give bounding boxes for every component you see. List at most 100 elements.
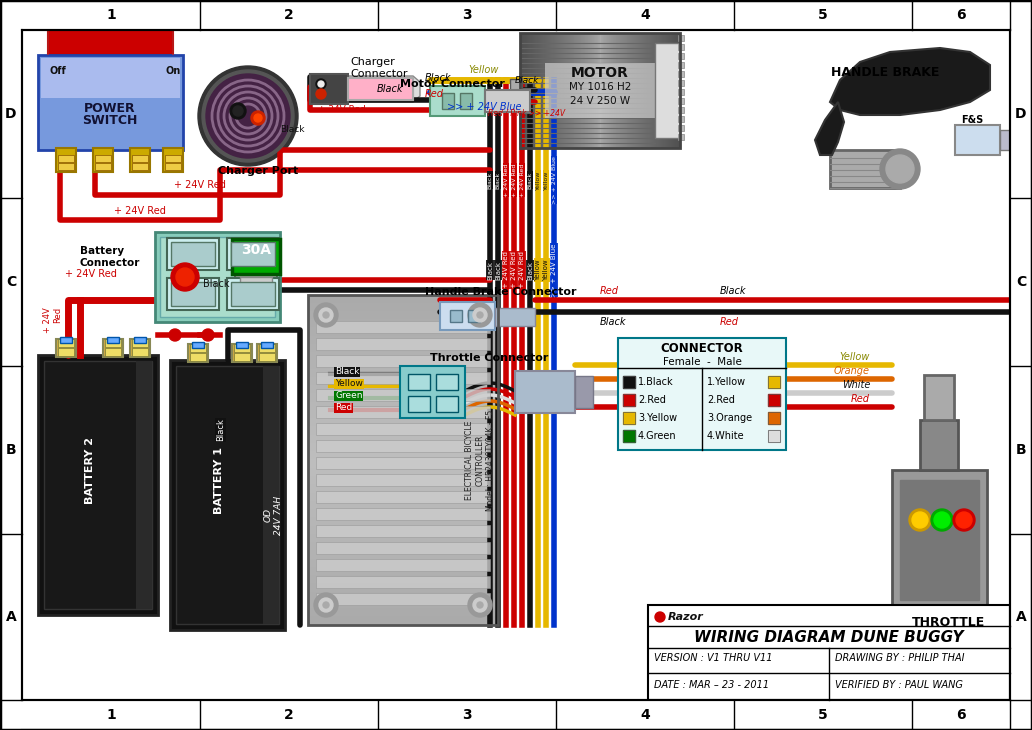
Bar	[308, 357, 498, 358]
Text: VERSION : V1 THRU V11: VERSION : V1 THRU V11	[654, 653, 773, 663]
Bar	[316, 508, 490, 520]
Text: >> + 24V Blue: >> + 24V Blue	[551, 243, 557, 296]
Bar	[308, 328, 498, 329]
Bar	[308, 487, 498, 488]
Bar	[308, 470, 498, 471]
Bar	[188, 344, 208, 362]
Text: + 24V Red: + 24V Red	[503, 252, 509, 288]
Bar	[308, 466, 498, 467]
Bar	[308, 585, 498, 586]
Bar	[308, 505, 498, 506]
Bar	[190, 353, 206, 361]
Text: 1.Black: 1.Black	[638, 377, 674, 387]
Bar	[132, 163, 148, 170]
Bar	[308, 424, 498, 425]
Text: Black: Black	[495, 172, 501, 188]
Bar	[308, 341, 498, 342]
Bar	[924, 375, 954, 420]
Bar	[308, 525, 498, 526]
Bar	[308, 503, 498, 504]
Bar	[235, 272, 277, 304]
Bar	[308, 485, 498, 486]
Bar	[408, 374, 430, 390]
Bar	[308, 401, 498, 402]
Bar	[103, 339, 123, 357]
Bar	[171, 282, 215, 306]
Bar	[308, 583, 498, 584]
Bar	[308, 475, 498, 476]
Bar	[308, 354, 498, 355]
Bar	[308, 374, 498, 375]
Text: 6: 6	[957, 8, 966, 22]
Bar	[308, 430, 498, 431]
Text: Red: Red	[720, 317, 739, 327]
Bar	[575, 376, 593, 408]
Circle shape	[473, 598, 487, 612]
Bar	[308, 415, 498, 416]
Bar	[308, 560, 498, 561]
Bar	[308, 536, 498, 537]
Bar	[308, 471, 498, 472]
Bar	[58, 339, 74, 347]
Bar	[308, 370, 498, 371]
Bar	[308, 441, 498, 442]
Bar	[234, 344, 250, 352]
Bar	[308, 305, 498, 306]
Bar	[316, 372, 490, 384]
Bar	[105, 348, 121, 356]
Bar	[308, 452, 498, 453]
Text: WIRING DIAGRAM DUNE BUGGY: WIRING DIAGRAM DUNE BUGGY	[695, 629, 964, 645]
Text: Red: Red	[600, 286, 619, 296]
Bar	[308, 392, 498, 393]
Bar	[308, 319, 498, 320]
Bar	[308, 623, 498, 624]
Text: Yellow: Yellow	[536, 170, 541, 190]
Bar	[768, 394, 780, 406]
Circle shape	[909, 509, 931, 531]
Text: Yellow: Yellow	[840, 352, 870, 362]
Bar	[678, 134, 684, 140]
Bar	[308, 504, 498, 505]
Bar	[308, 553, 498, 554]
Bar	[400, 366, 465, 418]
Text: POWER: POWER	[85, 101, 136, 115]
Bar	[308, 564, 498, 565]
Bar	[56, 148, 76, 172]
Text: B: B	[1015, 443, 1026, 457]
Bar	[308, 410, 498, 411]
Bar	[308, 615, 498, 616]
Bar	[308, 600, 498, 601]
Bar	[95, 155, 111, 162]
Bar	[308, 592, 498, 593]
Text: Yellow: Yellow	[335, 380, 363, 388]
Bar	[308, 588, 498, 589]
Text: Black: Black	[515, 76, 539, 85]
Bar	[236, 342, 248, 348]
Text: SWITCH: SWITCH	[83, 115, 137, 128]
Text: >> + 24V Blue: >> + 24V Blue	[447, 102, 521, 112]
Bar	[308, 538, 498, 539]
Text: MOTOR: MOTOR	[571, 66, 628, 80]
Circle shape	[323, 312, 329, 318]
Bar	[623, 412, 635, 424]
Bar	[308, 601, 498, 602]
Bar	[308, 587, 498, 588]
Bar	[623, 430, 635, 442]
Text: Black: Black	[487, 261, 493, 280]
Bar	[308, 303, 498, 304]
Bar	[308, 574, 498, 575]
Bar	[316, 457, 490, 469]
Circle shape	[655, 612, 665, 622]
Bar	[308, 336, 498, 337]
Bar	[308, 492, 498, 493]
Bar	[308, 361, 498, 362]
Circle shape	[319, 308, 333, 322]
Text: Black: Black	[527, 261, 533, 280]
Bar	[261, 342, 273, 348]
Circle shape	[467, 303, 492, 327]
Text: Handle Brake Connector: Handle Brake Connector	[425, 287, 577, 297]
Bar	[160, 237, 275, 317]
Circle shape	[880, 149, 920, 189]
Bar	[308, 477, 498, 478]
Bar	[308, 544, 498, 545]
